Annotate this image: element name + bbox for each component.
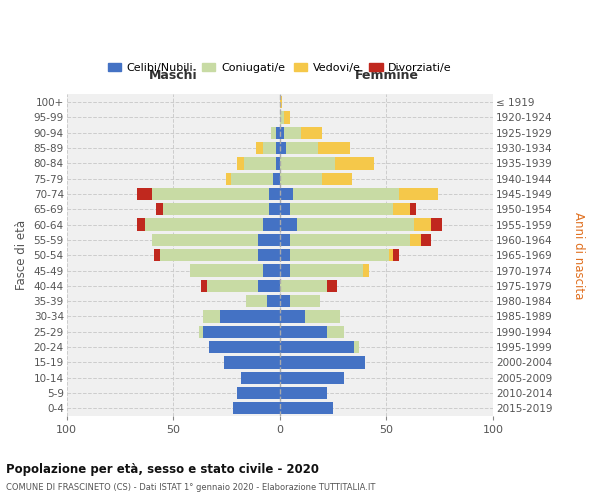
Bar xyxy=(137,188,152,200)
Bar xyxy=(399,188,437,200)
Bar xyxy=(241,372,280,384)
Bar xyxy=(263,218,280,230)
Bar xyxy=(290,203,393,215)
Bar xyxy=(237,158,244,170)
Bar xyxy=(280,234,290,246)
Bar xyxy=(410,203,416,215)
Bar xyxy=(280,372,344,384)
Bar xyxy=(284,112,290,124)
Text: Maschi: Maschi xyxy=(149,69,197,82)
Bar xyxy=(280,188,293,200)
Bar xyxy=(269,203,280,215)
Bar xyxy=(275,126,280,139)
Bar xyxy=(209,341,280,353)
Bar xyxy=(290,295,320,308)
Bar xyxy=(280,172,322,185)
Bar xyxy=(263,142,275,154)
Bar xyxy=(284,126,301,139)
Bar xyxy=(318,142,350,154)
Bar xyxy=(363,264,370,276)
Text: Femmine: Femmine xyxy=(355,69,418,82)
Bar xyxy=(199,326,203,338)
Bar xyxy=(393,249,399,262)
Bar xyxy=(280,387,327,399)
Bar xyxy=(231,172,274,185)
Bar xyxy=(280,280,327,292)
Bar xyxy=(233,402,280,414)
Bar xyxy=(421,234,431,246)
Bar xyxy=(271,126,275,139)
Bar xyxy=(152,188,269,200)
Legend: Celibi/Nubili, Coniugati/e, Vedovi/e, Divorziati/e: Celibi/Nubili, Coniugati/e, Vedovi/e, Di… xyxy=(103,58,457,77)
Bar xyxy=(280,249,290,262)
Bar xyxy=(290,264,363,276)
Bar xyxy=(280,356,365,368)
Bar xyxy=(335,158,374,170)
Bar xyxy=(327,280,337,292)
Bar xyxy=(280,158,335,170)
Bar xyxy=(280,264,290,276)
Bar xyxy=(280,112,284,124)
Bar xyxy=(203,310,220,322)
Bar xyxy=(393,203,410,215)
Bar xyxy=(286,142,318,154)
Bar xyxy=(280,96,282,108)
Bar xyxy=(431,218,442,230)
Bar xyxy=(237,387,280,399)
Bar xyxy=(226,172,231,185)
Bar xyxy=(269,188,280,200)
Bar xyxy=(301,126,322,139)
Bar xyxy=(275,158,280,170)
Bar xyxy=(280,310,305,322)
Bar xyxy=(280,402,333,414)
Bar xyxy=(201,280,208,292)
Bar xyxy=(245,295,267,308)
Y-axis label: Fasce di età: Fasce di età xyxy=(15,220,28,290)
Bar xyxy=(259,234,280,246)
Bar xyxy=(263,264,280,276)
Bar xyxy=(355,341,359,353)
Bar xyxy=(145,218,263,230)
Text: COMUNE DI FRASCINETO (CS) - Dati ISTAT 1° gennaio 2020 - Elaborazione TUTTITALIA: COMUNE DI FRASCINETO (CS) - Dati ISTAT 1… xyxy=(6,482,376,492)
Bar xyxy=(190,264,263,276)
Bar xyxy=(203,326,280,338)
Bar xyxy=(280,295,290,308)
Bar xyxy=(274,172,280,185)
Bar xyxy=(275,142,280,154)
Bar xyxy=(297,218,414,230)
Bar xyxy=(256,142,263,154)
Bar xyxy=(322,172,352,185)
Bar xyxy=(280,326,327,338)
Bar xyxy=(163,203,269,215)
Bar xyxy=(280,218,297,230)
Bar xyxy=(267,295,280,308)
Text: Popolazione per età, sesso e stato civile - 2020: Popolazione per età, sesso e stato civil… xyxy=(6,462,319,475)
Y-axis label: Anni di nascita: Anni di nascita xyxy=(572,212,585,299)
Bar xyxy=(305,310,340,322)
Bar xyxy=(327,326,344,338)
Bar xyxy=(244,158,275,170)
Bar xyxy=(220,310,280,322)
Bar xyxy=(410,234,421,246)
Bar xyxy=(154,249,160,262)
Bar xyxy=(389,249,393,262)
Bar xyxy=(414,218,431,230)
Bar xyxy=(156,203,163,215)
Bar xyxy=(224,356,280,368)
Bar xyxy=(280,126,284,139)
Bar xyxy=(160,249,259,262)
Bar xyxy=(137,218,145,230)
Bar xyxy=(280,142,286,154)
Bar xyxy=(208,280,259,292)
Bar xyxy=(259,280,280,292)
Bar xyxy=(290,249,389,262)
Bar xyxy=(152,234,259,246)
Bar xyxy=(280,203,290,215)
Bar xyxy=(280,341,355,353)
Bar xyxy=(293,188,399,200)
Bar xyxy=(259,249,280,262)
Bar xyxy=(290,234,410,246)
